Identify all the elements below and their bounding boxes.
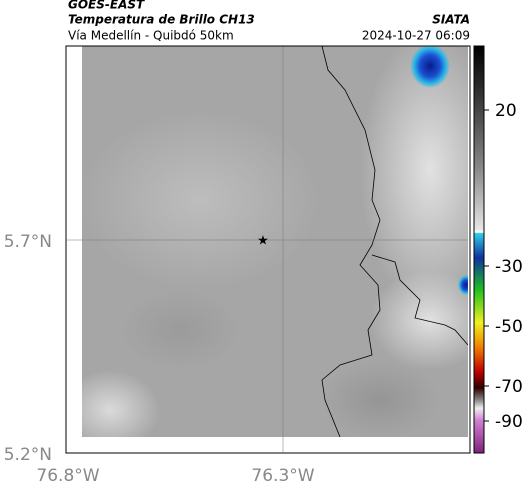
colorbar-tick-label: -90: [495, 412, 523, 432]
product-title: Temperatura de Brillo CH13: [68, 13, 255, 27]
datetime-label: 2024-10-27 06:09: [362, 29, 470, 43]
lat-label: 5.2°N: [4, 445, 52, 465]
map-image: ★: [82, 46, 468, 437]
colorbar: [473, 45, 485, 454]
lat-label: 5.7°N: [4, 232, 52, 252]
agency-label: SIATA: [432, 13, 470, 27]
satellite-name: GOES-EAST: [68, 0, 145, 12]
location-star: ★: [257, 234, 269, 249]
route-label: Vía Medellín - Quibdó 50km: [68, 29, 234, 43]
colorbar-tick-label: -30: [495, 257, 523, 277]
colorbar-tick-label: 20: [495, 101, 517, 121]
border-line: [371, 254, 468, 346]
colorbar-tick-label: -70: [495, 377, 523, 397]
map-frame: [65, 45, 471, 454]
colorbar-tick-label: -50: [495, 317, 523, 337]
colorbar-ticks: 20 -30 -50 -70 -90: [484, 101, 523, 432]
lon-label: 76.3°W: [251, 466, 314, 486]
border-line: [321, 46, 381, 437]
lon-label: 76.8°W: [36, 466, 99, 486]
